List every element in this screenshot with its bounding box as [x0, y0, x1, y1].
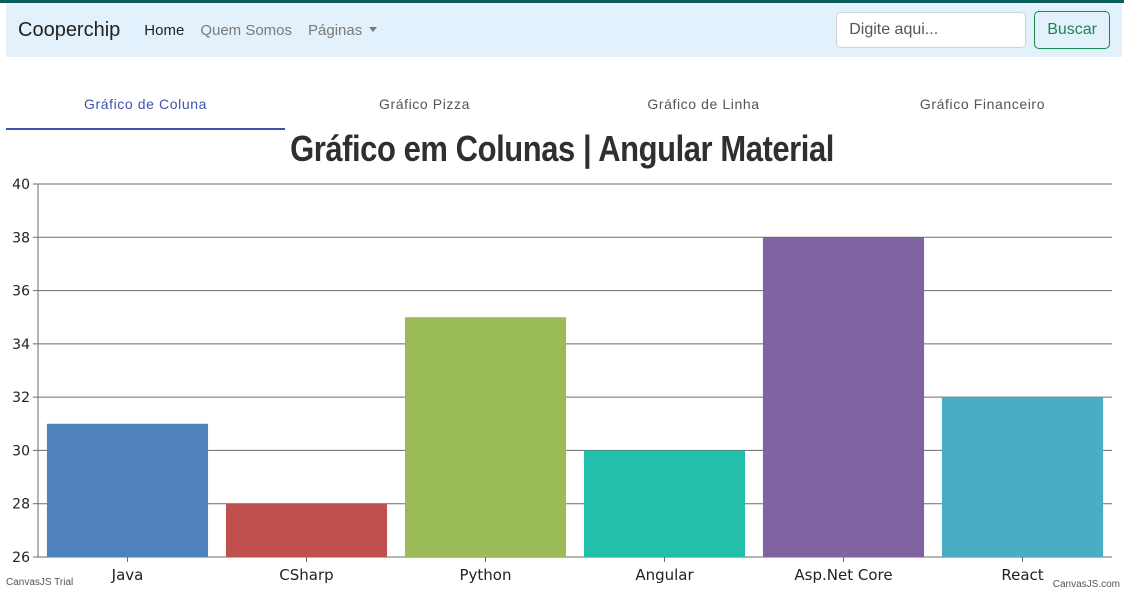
x-tick-label: Angular: [635, 566, 694, 584]
nav-link-home[interactable]: Home: [144, 21, 185, 39]
bar-react: [941, 397, 1104, 557]
y-tick-label: 32: [12, 390, 30, 406]
nav-dropdown-paginas[interactable]: Páginas: [308, 21, 378, 39]
search-input[interactable]: [836, 12, 1027, 48]
brand-link[interactable]: Cooperchip: [18, 18, 121, 41]
y-tick-label: 30: [12, 443, 30, 459]
x-tick-label: CSharp: [279, 566, 333, 584]
credit-right[interactable]: CanvasJS.com: [1052, 579, 1120, 590]
y-tick-label: 26: [12, 550, 30, 566]
tab-grafico-financeiro[interactable]: Gráfico Financeiro: [919, 96, 1046, 112]
tab-grafico-linha[interactable]: Gráfico de Linha: [647, 96, 760, 112]
bar-angular: [583, 450, 746, 557]
x-tick-label: Asp.Net Core: [794, 566, 892, 584]
search-button[interactable]: Buscar: [1034, 11, 1110, 49]
x-tick-label: React: [1001, 566, 1043, 584]
bar-asp-net-core: [762, 237, 925, 558]
nav-dropdown-label: Páginas: [308, 21, 363, 39]
y-tick-label: 34: [12, 337, 30, 353]
top-accent-stripe: [0, 0, 1124, 3]
nav-link-quem-somos[interactable]: Quem Somos: [200, 21, 293, 39]
x-tick-label: Java: [111, 566, 144, 584]
chart-tabs: Gráfico de Coluna Gráfico Pizza Gráfico …: [6, 80, 1122, 130]
nav-links: Home Quem Somos Páginas: [144, 22, 393, 39]
navbar: Cooperchip Home Quem Somos Páginas Busca…: [6, 3, 1122, 57]
x-tick-label: Python: [460, 566, 512, 584]
bar-csharp: [225, 503, 388, 557]
bar-python: [404, 317, 567, 557]
credit-left[interactable]: CanvasJS Trial: [6, 577, 74, 588]
chart-title: Gráfico em Colunas | Angular Material: [290, 128, 834, 169]
y-tick-label: 38: [12, 230, 30, 246]
y-tick-label: 36: [12, 284, 30, 300]
tab-grafico-coluna[interactable]: Gráfico de Coluna: [6, 80, 285, 130]
search-form: Buscar: [836, 11, 1110, 49]
tab-grafico-pizza[interactable]: Gráfico Pizza: [378, 96, 471, 112]
y-tick-label: 28: [12, 497, 30, 513]
caret-down-icon: [369, 26, 378, 32]
bar-java: [46, 423, 209, 557]
y-tick-label: 40: [12, 177, 30, 193]
